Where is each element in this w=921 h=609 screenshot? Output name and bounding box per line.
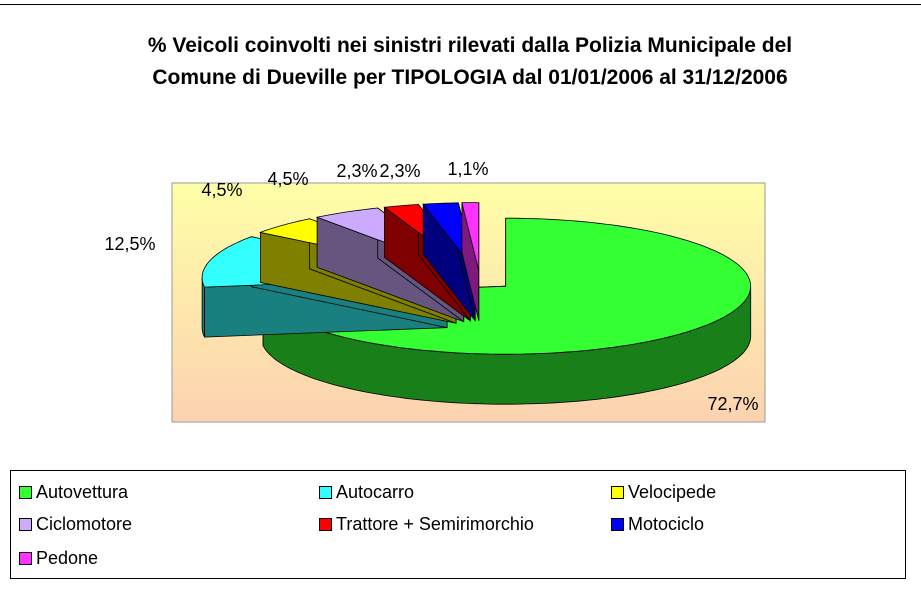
chart-title: % Veicoli coinvolti nei sinistri rilevat…	[147, 34, 793, 89]
data-label: 72,7%	[707, 394, 758, 414]
legend-swatch	[319, 518, 332, 531]
legend-label: Velocipede	[628, 482, 717, 502]
legend: Autovettura Autocarro Velocipede Ciclomotor…	[10, 470, 906, 579]
data-label: 2,3%	[379, 161, 420, 181]
legend-label: Autovettura	[36, 482, 129, 502]
data-label: 4,5%	[267, 169, 308, 189]
data-label: 1,1%	[447, 159, 488, 179]
legend-swatch	[19, 486, 32, 499]
data-label: 12,5%	[104, 234, 155, 254]
legend-label: Pedone	[36, 548, 99, 568]
data-label: 4,5%	[201, 180, 242, 200]
legend-swatch	[319, 486, 332, 499]
legend-label: Ciclomotore	[36, 514, 133, 534]
legend-swatch	[19, 518, 32, 531]
legend-label: Motociclo	[628, 514, 705, 534]
legend-item: Autocarro	[319, 482, 414, 503]
pie	[201, 202, 752, 405]
legend-item: Motociclo	[611, 514, 704, 535]
legend-item: Autovettura	[19, 482, 128, 503]
legend-label: Trattore + Semirimorchio	[336, 514, 534, 534]
slice-top	[461, 202, 480, 271]
legend-item: Pedone	[19, 548, 98, 569]
legend-swatch	[611, 486, 624, 499]
slice	[461, 202, 480, 321]
legend-swatch	[611, 518, 624, 531]
legend-item: Velocipede	[611, 482, 716, 503]
legend-swatch	[19, 552, 32, 565]
legend-item: Ciclomotore	[19, 514, 132, 535]
top-border	[0, 4, 921, 5]
legend-item: Trattore + Semirimorchio	[319, 514, 534, 535]
legend-label: Autocarro	[336, 482, 415, 502]
data-label: 2,3%	[336, 161, 377, 181]
